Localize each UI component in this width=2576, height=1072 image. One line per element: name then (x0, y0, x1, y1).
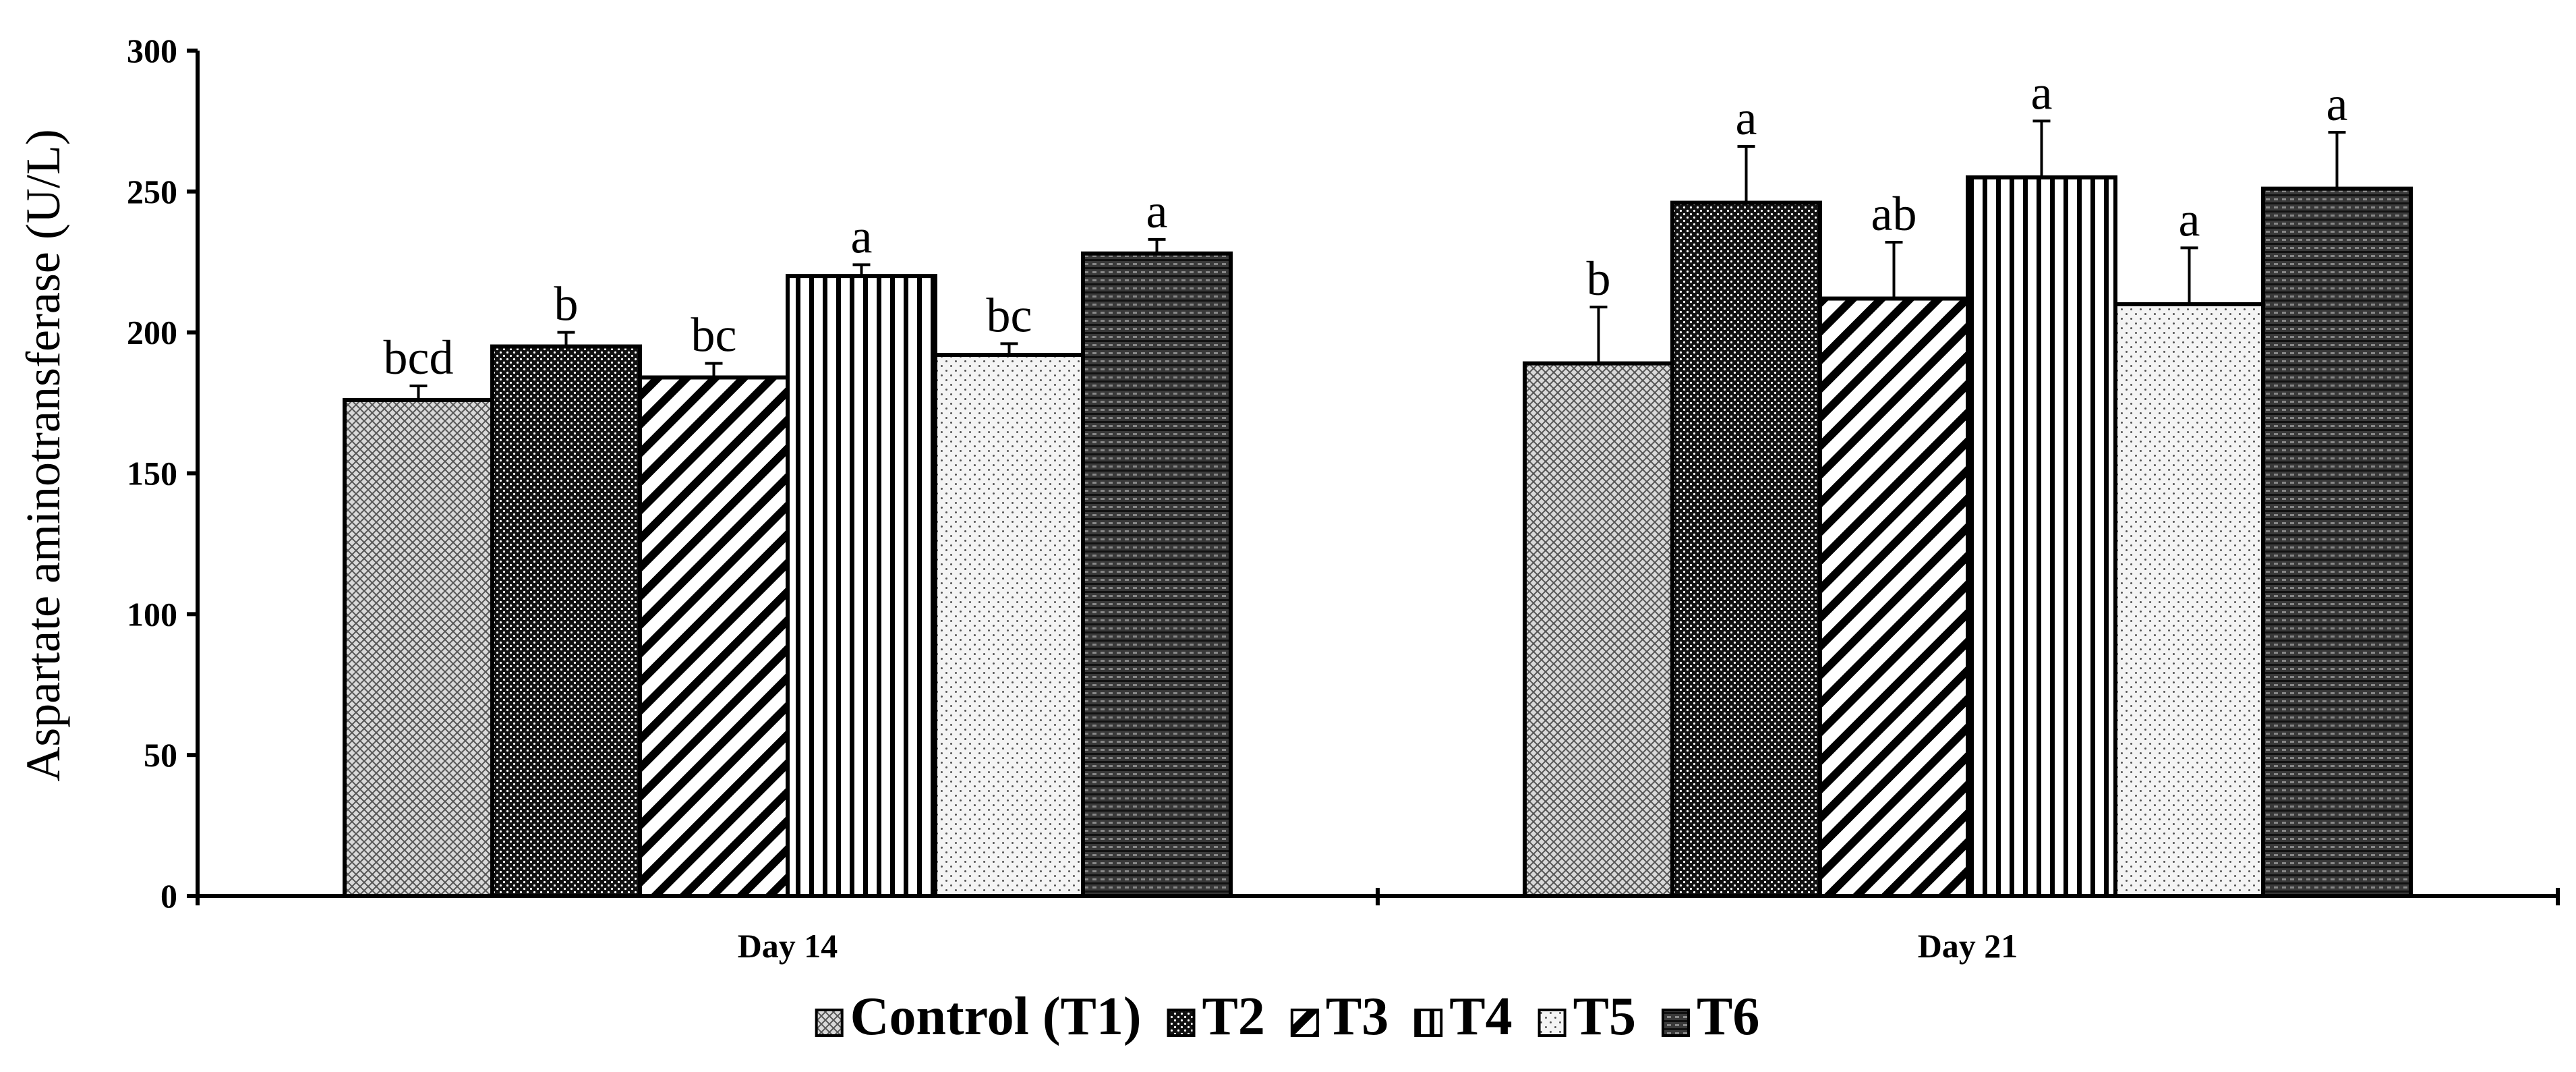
bar-t3-day-14 (638, 375, 790, 898)
legend-swatch-t6 (1661, 1009, 1690, 1037)
bar-control-t1-day-21 (1523, 361, 1674, 898)
significance-label: a (1146, 184, 1168, 238)
y-tick-label: 150 (127, 455, 177, 492)
y-tick-label: 200 (127, 314, 177, 351)
bar-t6-day-21 (2261, 186, 2413, 899)
legend-swatch-t5 (1538, 1009, 1567, 1037)
y-tick-label: 300 (127, 32, 177, 69)
legend-label-t2: T2 (1202, 987, 1265, 1046)
bar-t5-day-21 (2113, 302, 2265, 898)
bar-t6-day-14 (1081, 251, 1233, 899)
legend-label-control-t1: Control (T1) (850, 987, 1142, 1046)
axes-layer (196, 51, 2560, 905)
significance-label: bcd (384, 331, 454, 385)
bars-layer (343, 119, 2413, 899)
bar-control-t1-day-14 (343, 397, 494, 898)
bar-t4-day-14 (786, 274, 937, 898)
legend-swatch-control-t1 (815, 1009, 844, 1037)
bar-t2-day-14 (490, 344, 642, 898)
y-tick-label: 250 (127, 173, 177, 210)
labels-layer: bcd b bc a bc a Day 14 b a ab a a a Day 21 (384, 65, 2348, 965)
legend-swatch-t3 (1290, 1009, 1319, 1037)
x-category-label: Day 21 (1918, 927, 2018, 965)
legend-swatch-t2 (1167, 1009, 1196, 1037)
significance-label: a (851, 209, 873, 263)
significance-label: a (2326, 77, 2348, 131)
legend: Control (T1) T2 T3 T4 T5 T6 (815, 987, 1759, 1046)
legend-label-t5: T5 (1573, 987, 1636, 1046)
significance-label: a (2179, 192, 2200, 246)
x-category-label: Day 14 (738, 927, 838, 965)
y-tick-label: 50 (144, 736, 177, 774)
significance-label: a (1736, 91, 1757, 145)
y-axis-title: Aspartate aminotransferase (U/L) (16, 129, 70, 782)
y-axis-ticks: 0 50 100 150 200 250 300 (127, 32, 198, 915)
bar-t5-day-14 (933, 353, 1085, 898)
significance-label: a (2031, 65, 2053, 119)
legend-label-t4: T4 (1449, 987, 1512, 1046)
bar-t4-day-21 (1966, 175, 2117, 899)
bar-t2-day-21 (1670, 200, 1822, 898)
bar-t3-day-21 (1818, 296, 1970, 898)
significance-label: bc (691, 308, 737, 362)
significance-label: b (554, 277, 579, 331)
y-tick-label: 0 (160, 877, 177, 915)
legend-label-t3: T3 (1326, 987, 1388, 1046)
legend-swatch-t4 (1414, 1009, 1443, 1037)
significance-label: ab (1871, 187, 1917, 241)
significance-label: b (1587, 252, 1611, 306)
legend-label-t6: T6 (1697, 987, 1759, 1046)
y-tick-label: 100 (127, 595, 177, 633)
significance-label: bc (987, 288, 1032, 342)
